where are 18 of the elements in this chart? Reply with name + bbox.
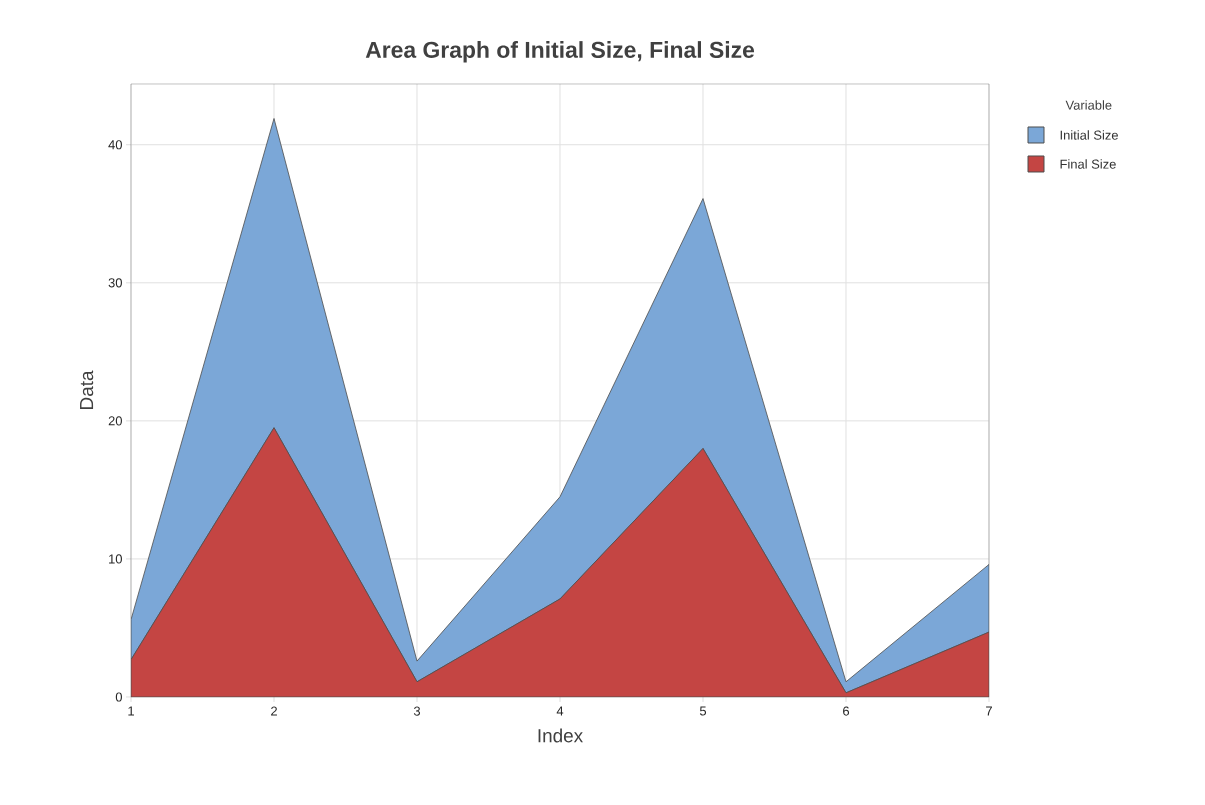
legend-label: Final Size (1060, 159, 1116, 169)
chart-title: Area Graph of Initial Size, Final Size (365, 41, 755, 63)
x-tick-label: 5 (699, 706, 707, 716)
x-tick-label: 7 (986, 706, 992, 716)
x-tick-label: 4 (556, 706, 564, 716)
y-tick-label: 10 (109, 554, 122, 564)
y-tick-label: 30 (108, 278, 122, 288)
x-tick-label: 6 (843, 706, 850, 716)
y-tick-label: 40 (108, 140, 122, 150)
x-axis-title: Index (538, 728, 583, 743)
legend-label: Initial Size (1060, 130, 1118, 140)
legend-title: Variable (1065, 100, 1112, 110)
y-tick-label: 20 (108, 416, 122, 426)
x-tick-label: 2 (271, 706, 277, 716)
y-axis-title: Data (80, 370, 94, 409)
x-tick-label: 3 (413, 706, 421, 716)
y-tick-label: 0 (115, 692, 122, 702)
x-tick-label: 1 (128, 706, 134, 716)
